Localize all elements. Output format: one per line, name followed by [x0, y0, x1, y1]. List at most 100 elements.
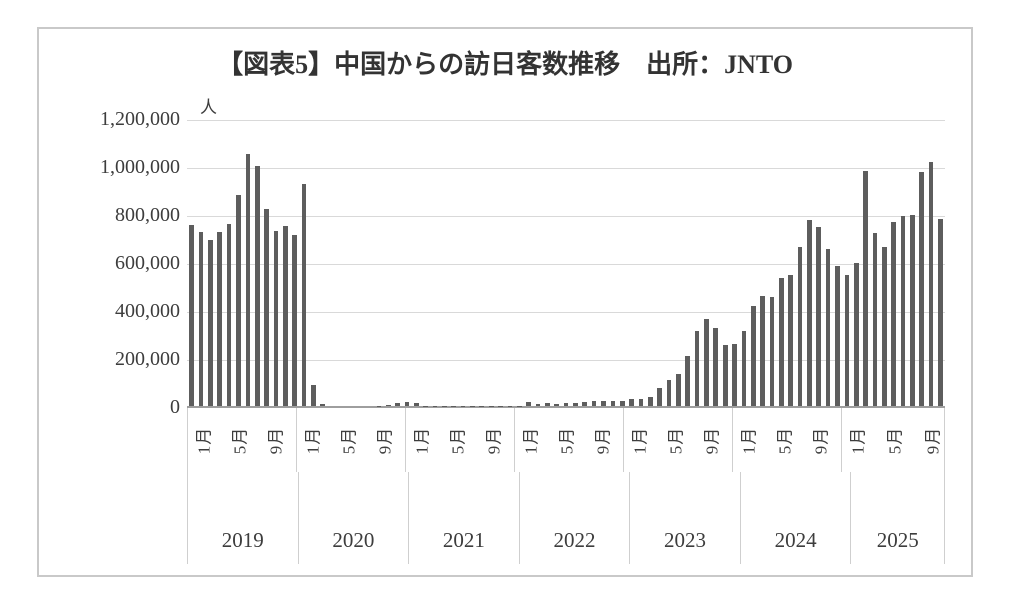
bar [526, 401, 531, 406]
bar-slot [580, 120, 589, 406]
bar-slot [430, 120, 439, 406]
bar-slot [842, 120, 851, 406]
month-slot: 9月 [587, 408, 615, 472]
month-tick-label: 5月 [230, 426, 250, 454]
bar-slot [683, 120, 692, 406]
bar-slot [552, 120, 561, 406]
month-slot: 1月 [842, 408, 870, 472]
year-label: 2022 [518, 472, 630, 564]
bar-slot [290, 120, 299, 406]
bar [545, 402, 550, 406]
bar [638, 398, 644, 406]
month-tick-label: 1月 [848, 426, 868, 454]
bar [881, 247, 887, 406]
x-axis-years: 2019 2020 2021 2022 2023 2024 2025 [187, 472, 946, 564]
month-tick-label: 9月 [375, 426, 395, 454]
year-label: 2024 [739, 472, 851, 564]
gridline [187, 168, 945, 169]
bar [198, 232, 204, 406]
bar [273, 230, 279, 406]
bar-slot [692, 120, 701, 406]
bar [704, 318, 709, 406]
month-tick-label: 1月 [412, 426, 432, 454]
bar [900, 216, 906, 406]
y-tick-label: 200,000 [115, 348, 180, 370]
bar-slot [627, 120, 636, 406]
bar [516, 405, 522, 406]
bar [582, 402, 588, 406]
bar-slot [674, 120, 683, 406]
bar [891, 222, 896, 406]
bar-slot [702, 120, 711, 406]
bar-slot [318, 120, 327, 406]
bar-slot [327, 120, 336, 406]
gridline [187, 264, 945, 265]
bar-slot [636, 120, 645, 406]
gridline [187, 216, 945, 217]
bar [778, 277, 784, 406]
year-label: 2019 [187, 472, 298, 564]
month-slot: 1月 [406, 408, 434, 472]
month-tick-label: 9月 [811, 426, 831, 454]
bar-slot [852, 120, 861, 406]
chart-frame: 【図表5】中国からの訪日客数推移 出所：JNTO 人 1,200,000 1,00… [37, 27, 973, 577]
bar-slot [374, 120, 383, 406]
bar [217, 231, 223, 406]
y-tick-label: 0 [170, 396, 180, 418]
bar-slot [814, 120, 823, 406]
month-slot: 9月 [260, 408, 288, 472]
bar-slot [805, 120, 814, 406]
month-slot: 9月 [369, 408, 397, 472]
bar [292, 235, 297, 406]
bar [647, 397, 653, 406]
month-label-group: 1月 5月 9月 [405, 408, 514, 472]
plot-area [187, 120, 945, 408]
bar [311, 385, 316, 406]
year-label: 2025 [850, 472, 946, 564]
gridline [187, 120, 945, 121]
bar [395, 402, 400, 406]
month-label-group: 1月 5月 9月 [732, 408, 841, 472]
bar-slot [561, 120, 570, 406]
month-slot: 1月 [624, 408, 652, 472]
bar-slot [496, 120, 505, 406]
bar-slot [655, 120, 664, 406]
month-tick-label: 1月 [630, 426, 650, 454]
bar-slot [355, 120, 364, 406]
month-slot: 1月 [297, 408, 325, 472]
month-label-group: 1月 5月 9月 [623, 408, 732, 472]
bar-slot [412, 120, 421, 406]
bar-slot [299, 120, 308, 406]
bar-slot [196, 120, 205, 406]
month-tick-label: 5月 [448, 426, 468, 454]
bar [938, 218, 943, 406]
bar-slot [365, 120, 374, 406]
bar-slot [730, 120, 739, 406]
bar-slot [346, 120, 355, 406]
bar-slot [253, 120, 262, 406]
bar [208, 240, 213, 406]
bar [844, 274, 850, 406]
bar [694, 330, 700, 406]
bar [601, 401, 606, 406]
bar-slot [777, 120, 786, 406]
bar-slot [515, 120, 524, 406]
bar [610, 400, 616, 406]
y-tick-label: 600,000 [115, 252, 180, 274]
bar [676, 373, 681, 406]
bar [264, 209, 269, 406]
bar-slot [936, 120, 945, 406]
month-tick-label: 9月 [702, 426, 722, 454]
bar-slot [908, 120, 917, 406]
bar-slot [608, 120, 617, 406]
bar [732, 343, 737, 406]
bar-slot [664, 120, 673, 406]
bar-slot [533, 120, 542, 406]
month-tick-label: 9月 [484, 426, 504, 454]
bar [629, 398, 634, 406]
bar [320, 403, 326, 406]
bar-slot [720, 120, 729, 406]
month-tick-label: 1月 [521, 426, 541, 454]
bar [619, 400, 625, 406]
month-slot: 5月 [660, 408, 688, 472]
